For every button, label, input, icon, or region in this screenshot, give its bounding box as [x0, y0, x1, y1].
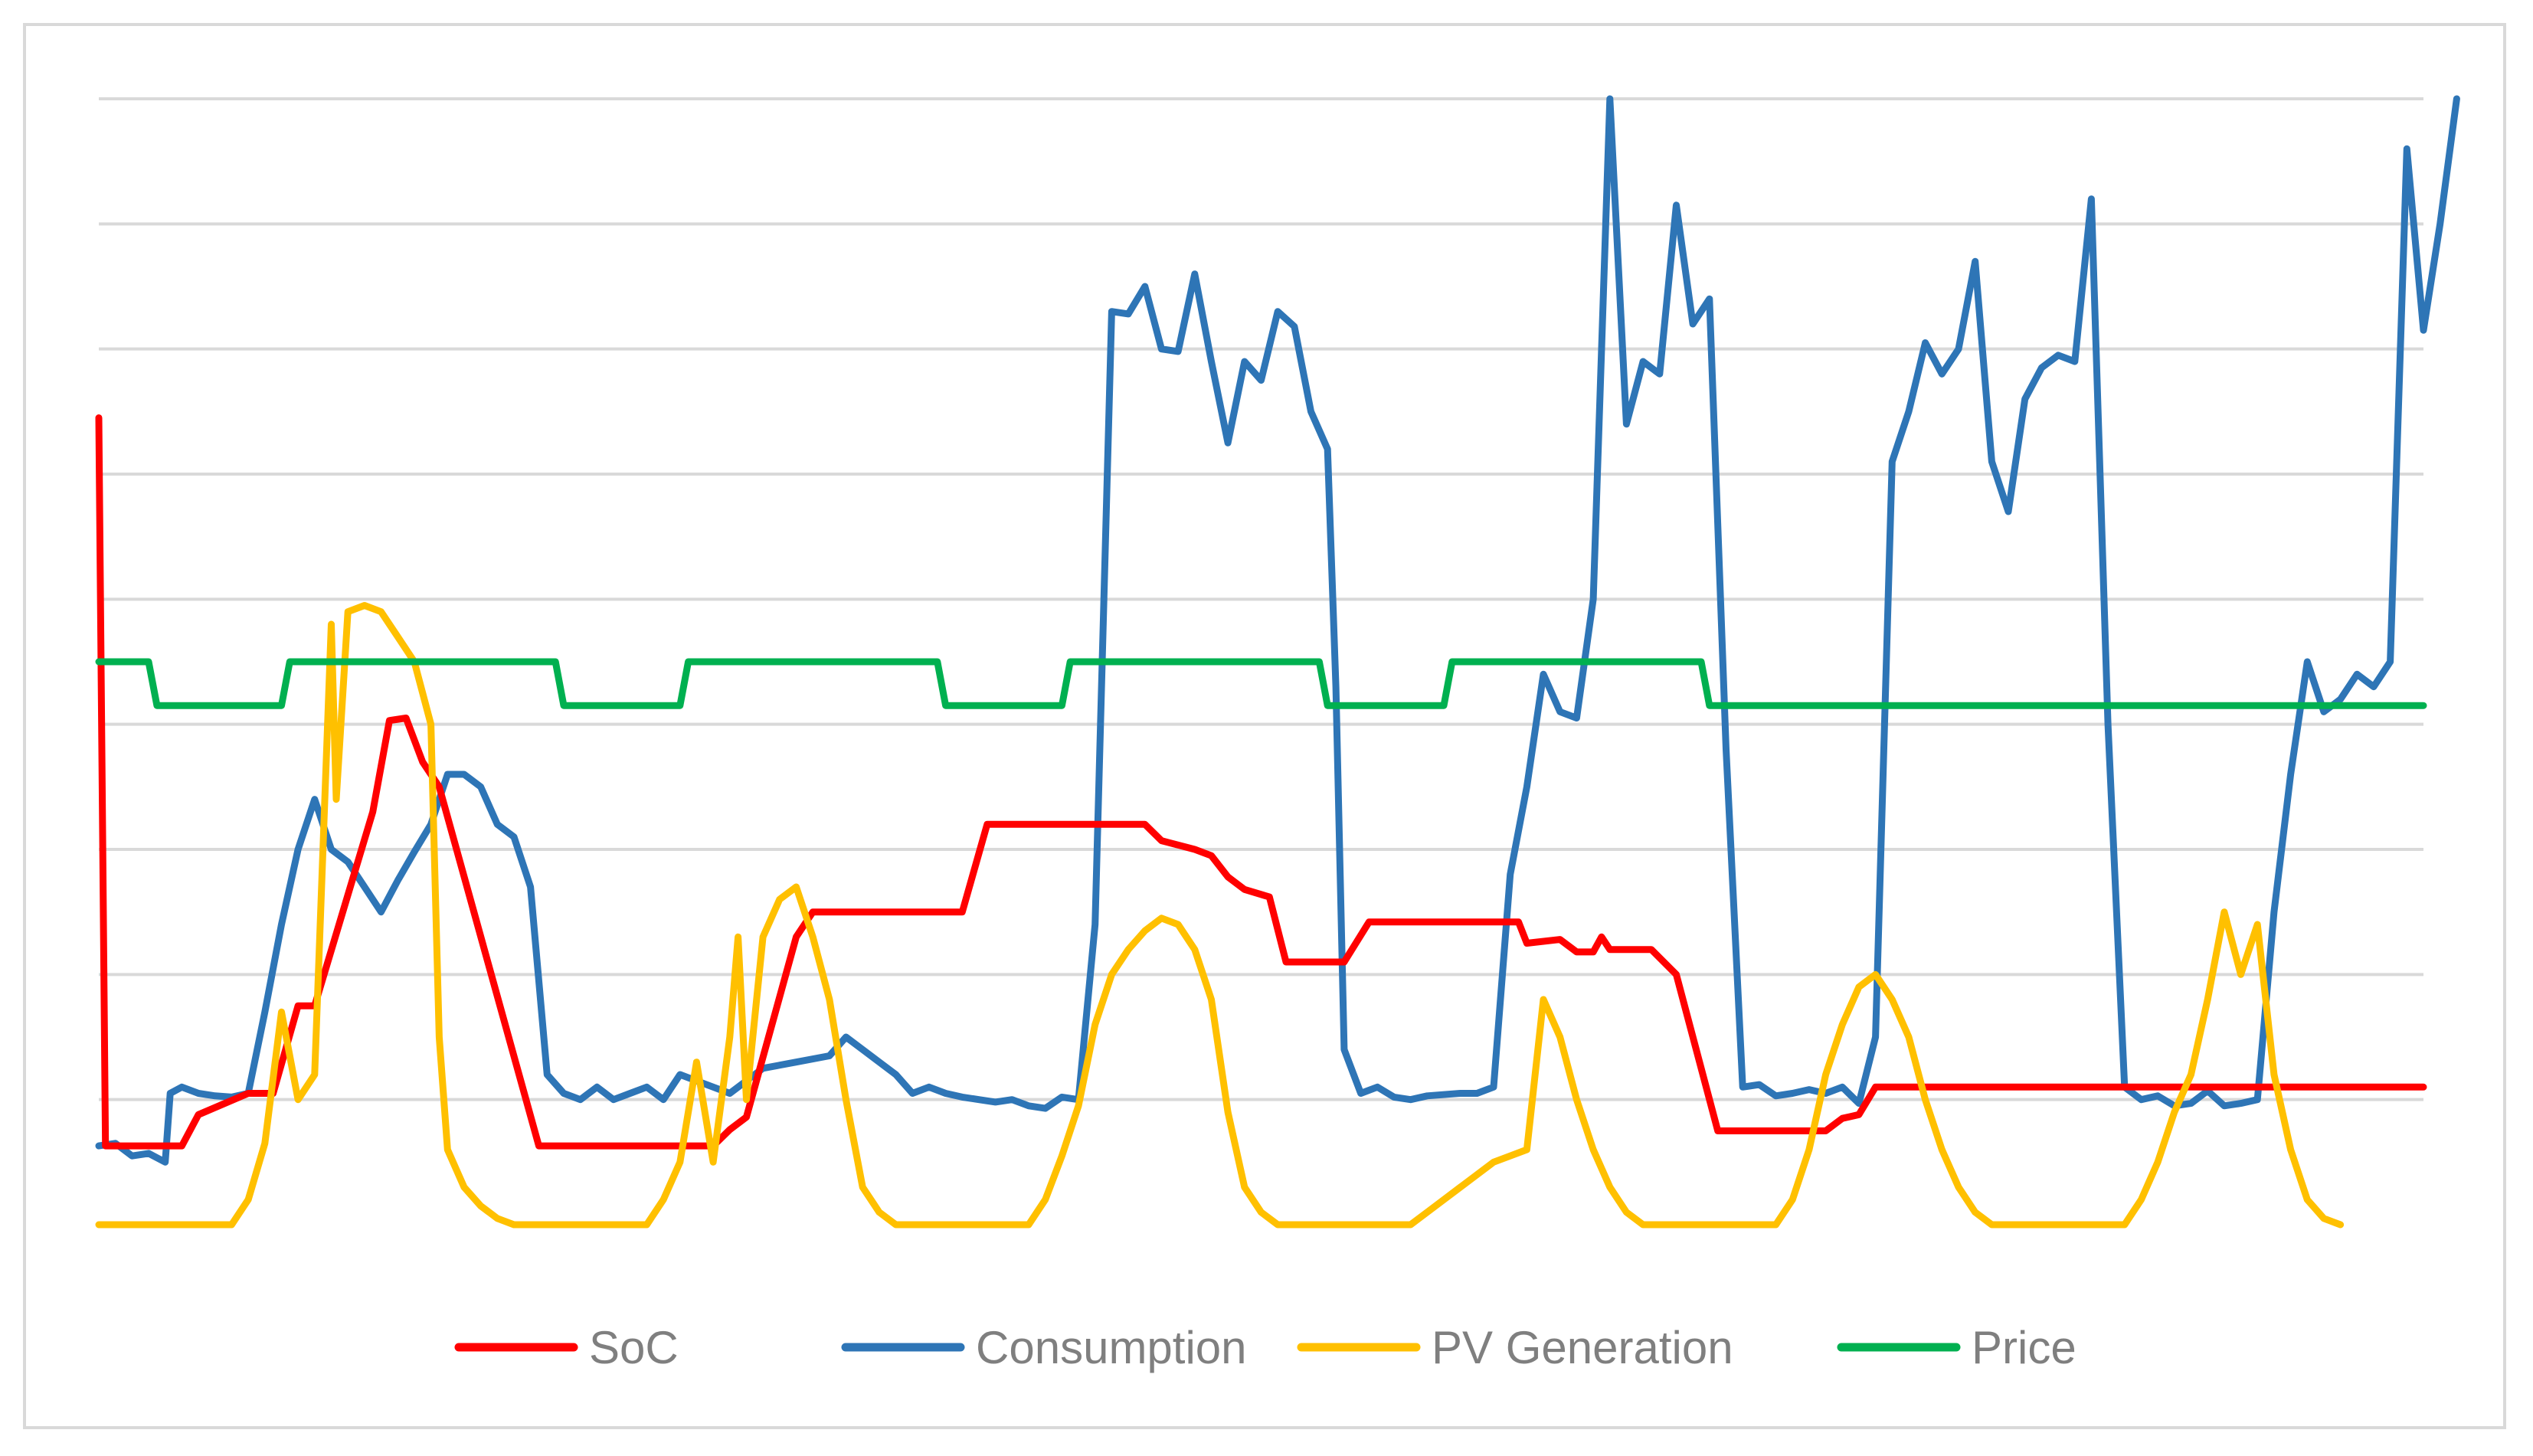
legend-item-pv-generation: PV Generation	[1297, 1322, 1733, 1373]
legend-label-price: Price	[1972, 1322, 2076, 1373]
legend-item-consumption: Consumption	[841, 1322, 1247, 1373]
legend-label-pv-generation: PV Generation	[1432, 1322, 1733, 1373]
series-line-price	[95, 658, 2427, 709]
series-line-consumption	[95, 95, 2460, 1166]
legend-label-consumption: Consumption	[976, 1322, 1247, 1373]
legend: SoC Consumption PV Generation Price	[454, 1322, 2076, 1373]
series-lines	[95, 95, 2460, 1229]
series-line-soc	[95, 414, 2427, 1150]
gridlines	[99, 97, 2423, 1101]
chart-area: SoC Consumption PV Generation Price	[23, 23, 2506, 1429]
series-line-pv-generation	[95, 602, 2345, 1229]
legend-label-soc: SoC	[589, 1322, 679, 1373]
legend-item-soc: SoC	[454, 1322, 679, 1373]
chart-svg: SoC Consumption PV Generation Price	[95, 95, 2460, 1373]
legend-item-price: Price	[1837, 1322, 2076, 1373]
